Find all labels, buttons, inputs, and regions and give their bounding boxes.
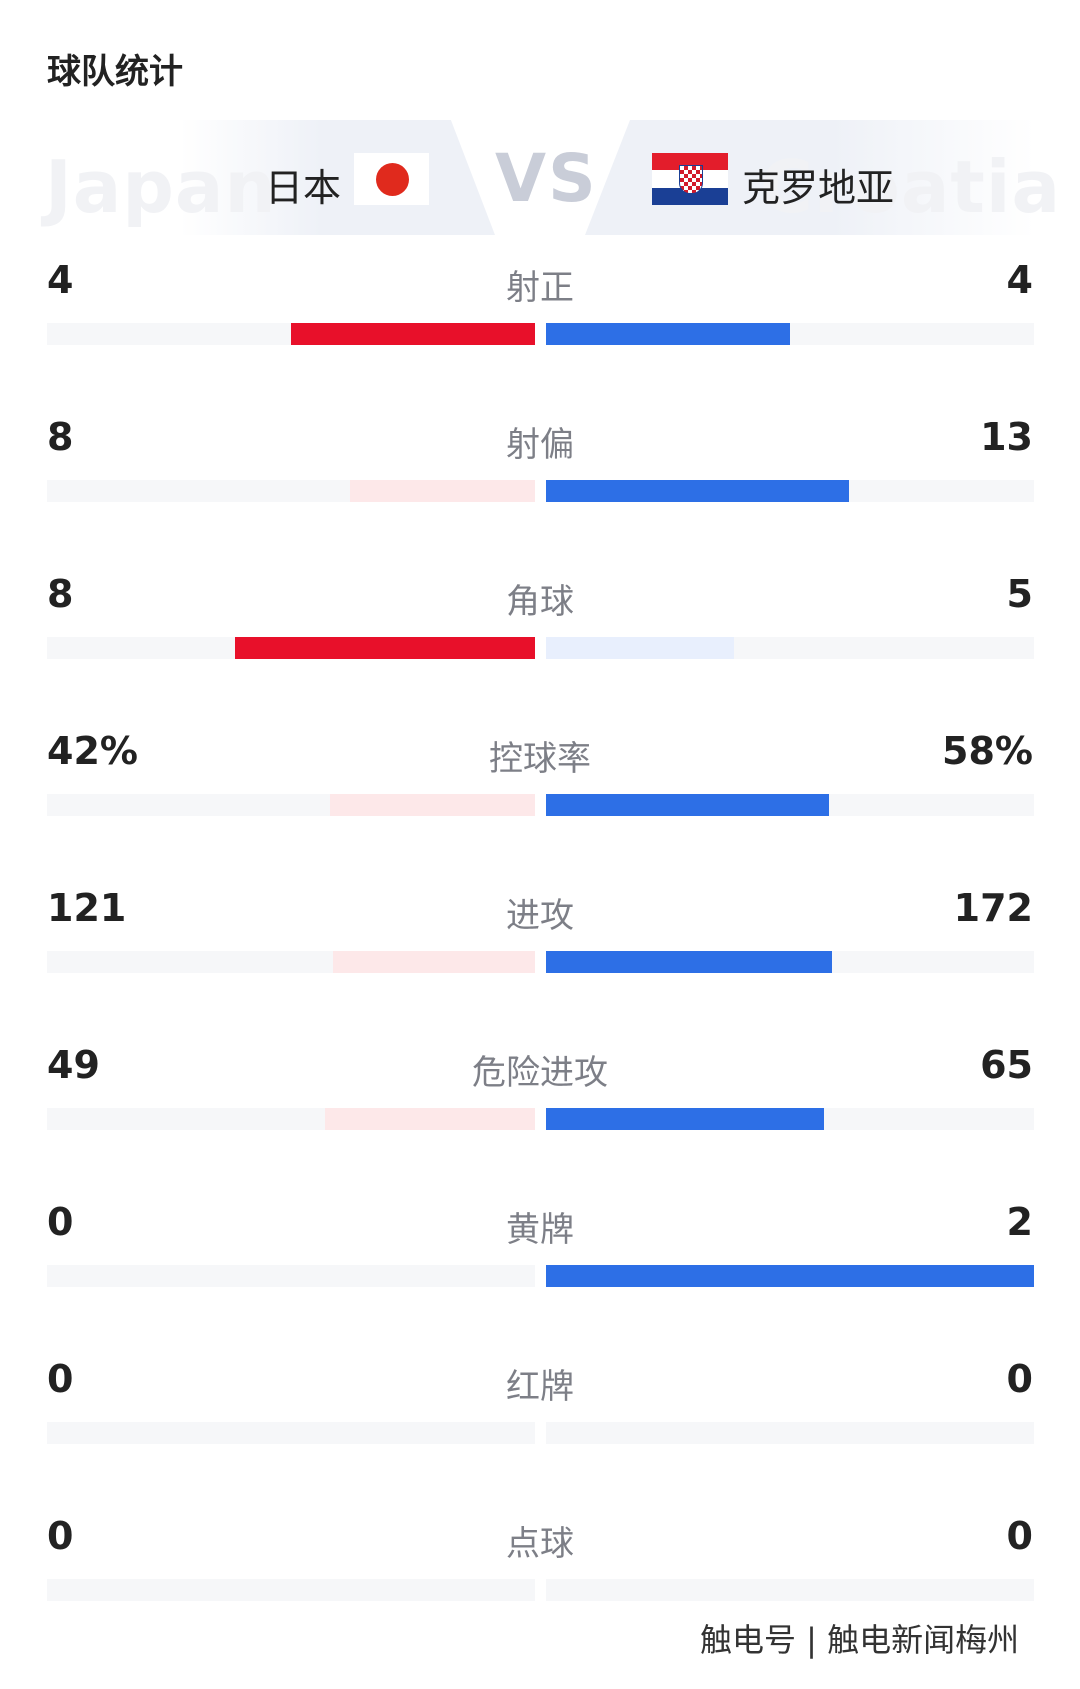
away-team-name[interactable]: 克罗地亚 bbox=[742, 166, 895, 210]
away-stat-track bbox=[546, 1265, 1034, 1287]
stat-label: 射正 bbox=[506, 268, 574, 308]
home-stat-track bbox=[47, 480, 535, 502]
stat-label: 进攻 bbox=[506, 896, 574, 936]
stat-label: 危险进攻 bbox=[472, 1053, 608, 1093]
home-stat-bar bbox=[330, 794, 535, 816]
away-stat-value: 5 bbox=[1006, 572, 1033, 616]
home-stat-value: 0 bbox=[47, 1514, 74, 1558]
away-stat-track bbox=[546, 637, 1034, 659]
away-stat-track bbox=[546, 480, 1034, 502]
page-title: 球队统计 bbox=[47, 52, 183, 92]
home-banner-bg bbox=[180, 120, 495, 235]
home-stat-track bbox=[47, 637, 535, 659]
home-stat-value: 4 bbox=[47, 258, 74, 302]
source-watermark: 触电号 | 触电新闻梅州 bbox=[700, 1621, 1020, 1659]
home-team-name[interactable]: 日本 bbox=[265, 166, 342, 210]
stat-row: 42% 控球率 58% bbox=[0, 729, 1080, 869]
away-stat-value: 0 bbox=[1006, 1514, 1033, 1558]
away-stat-bar bbox=[546, 323, 790, 345]
away-stat-bar bbox=[546, 637, 734, 659]
home-stat-value: 121 bbox=[47, 886, 127, 930]
away-stat-bar bbox=[546, 1108, 824, 1130]
stat-label: 角球 bbox=[506, 582, 574, 622]
away-stat-bar bbox=[546, 951, 832, 973]
stat-label: 射偏 bbox=[506, 425, 574, 465]
croatia-flag-icon bbox=[652, 153, 728, 205]
home-stat-track bbox=[47, 951, 535, 973]
away-stat-value: 58% bbox=[942, 729, 1033, 773]
home-stat-value: 42% bbox=[47, 729, 138, 773]
home-stat-track bbox=[47, 794, 535, 816]
stat-label: 点球 bbox=[506, 1524, 574, 1564]
home-stat-track bbox=[47, 1579, 535, 1601]
stat-row: 0 红牌 0 bbox=[0, 1357, 1080, 1497]
away-stat-value: 65 bbox=[980, 1043, 1033, 1087]
away-stat-track bbox=[546, 1422, 1034, 1444]
stat-label: 黄牌 bbox=[506, 1210, 574, 1250]
away-watermark: Croatia bbox=[760, 145, 1062, 229]
away-stat-track bbox=[546, 1108, 1034, 1130]
home-stat-bar bbox=[235, 637, 535, 659]
stat-label: 红牌 bbox=[506, 1367, 574, 1407]
home-stat-track bbox=[47, 1422, 535, 1444]
stat-row: 0 黄牌 2 bbox=[0, 1200, 1080, 1340]
home-stat-value: 0 bbox=[47, 1200, 74, 1244]
away-stat-track bbox=[546, 794, 1034, 816]
home-stat-bar bbox=[350, 480, 535, 502]
home-stat-track bbox=[47, 323, 535, 345]
away-stat-value: 172 bbox=[953, 886, 1033, 930]
away-stat-value: 13 bbox=[980, 415, 1033, 459]
stat-row: 8 角球 5 bbox=[0, 572, 1080, 712]
japan-flag-icon bbox=[354, 153, 429, 205]
stat-label: 控球率 bbox=[489, 739, 591, 779]
match-header: Japan Croatia 日本 VS 克罗地亚 bbox=[0, 115, 1080, 240]
stat-row: 121 进攻 172 bbox=[0, 886, 1080, 1026]
vs-label: VS bbox=[495, 140, 598, 217]
home-stat-bar bbox=[333, 951, 535, 973]
home-stat-value: 8 bbox=[47, 572, 74, 616]
away-stat-value: 0 bbox=[1006, 1357, 1033, 1401]
away-stat-track bbox=[546, 1579, 1034, 1601]
stat-row: 49 危险进攻 65 bbox=[0, 1043, 1080, 1183]
home-stat-track bbox=[47, 1265, 535, 1287]
home-stat-bar bbox=[325, 1108, 535, 1130]
stat-row: 8 射偏 13 bbox=[0, 415, 1080, 555]
home-stat-value: 49 bbox=[47, 1043, 100, 1087]
home-stat-track bbox=[47, 1108, 535, 1130]
home-stat-bar bbox=[291, 323, 535, 345]
away-stat-bar bbox=[546, 480, 849, 502]
home-watermark: Japan bbox=[45, 145, 277, 229]
stat-row: 0 点球 0 bbox=[0, 1514, 1080, 1654]
home-stat-value: 8 bbox=[47, 415, 74, 459]
stat-row: 4 射正 4 bbox=[0, 258, 1080, 398]
away-stat-track bbox=[546, 323, 1034, 345]
home-stat-value: 0 bbox=[47, 1357, 74, 1401]
away-stat-track bbox=[546, 951, 1034, 973]
away-stat-bar bbox=[546, 1265, 1034, 1287]
away-stat-bar bbox=[546, 794, 829, 816]
away-stat-value: 2 bbox=[1006, 1200, 1033, 1244]
away-stat-value: 4 bbox=[1006, 258, 1033, 302]
